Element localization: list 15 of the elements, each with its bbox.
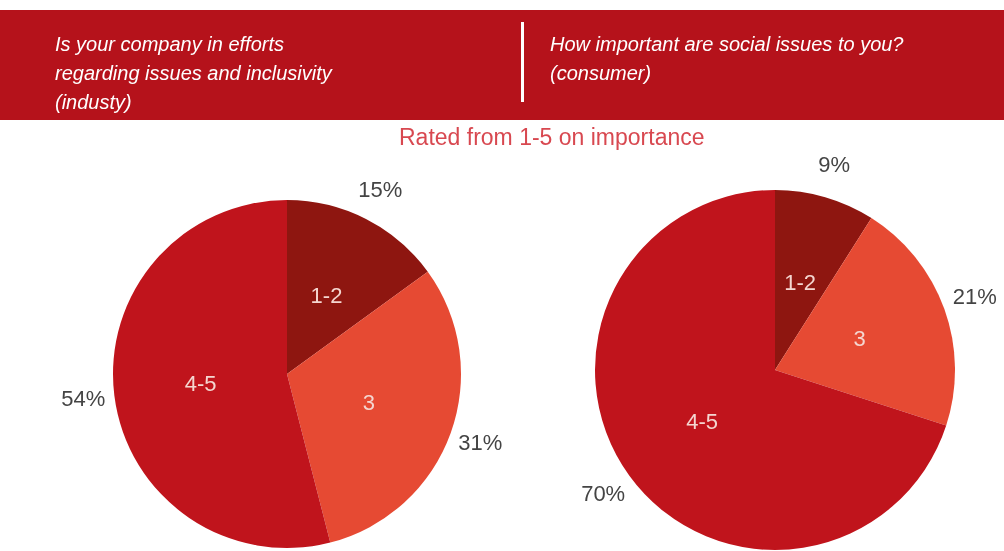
slice-label: 4-5 xyxy=(686,408,719,434)
chart-title: Is your company in efforts regarding issues and inclusivity (industy) xyxy=(55,32,334,115)
data-label: 15% xyxy=(358,177,403,203)
data-label: 9% xyxy=(818,152,851,178)
slice-label: 4-5 xyxy=(184,370,217,396)
slice-label: 3 xyxy=(853,325,866,351)
data-label: 21% xyxy=(952,284,997,310)
slice-label: 1-2 xyxy=(784,269,817,295)
slice-label: 3 xyxy=(362,389,375,415)
chart-title: How important are social issues to you? (consumer) xyxy=(550,32,905,86)
data-label: 31% xyxy=(458,429,503,455)
data-label: 70% xyxy=(581,480,626,506)
slice-label: 1-2 xyxy=(310,282,343,308)
data-label: 54% xyxy=(61,385,106,411)
text: Rated from 1-5 on importance xyxy=(399,124,705,151)
